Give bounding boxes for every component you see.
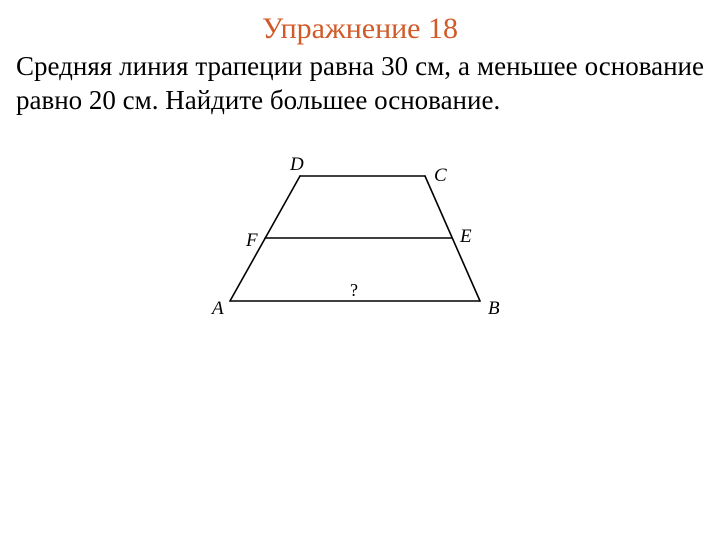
trapezoid-diagram: A B C D E F? xyxy=(200,146,520,336)
vertex-label-C: C xyxy=(434,165,447,186)
vertex-label-A: A xyxy=(210,298,224,319)
exercise-title: Упражнение 18 xyxy=(16,12,704,46)
vertex-label-F: F xyxy=(245,230,258,251)
question-mark: ? xyxy=(350,280,358,300)
figure-container: A B C D E F? xyxy=(16,146,704,336)
vertex-label-B: B xyxy=(488,298,500,319)
vertex-label-E: E xyxy=(459,226,472,247)
vertex-label-D: D xyxy=(289,154,304,175)
problem-statement: Средняя линия трапеции равна 30 см, а ме… xyxy=(16,50,704,118)
